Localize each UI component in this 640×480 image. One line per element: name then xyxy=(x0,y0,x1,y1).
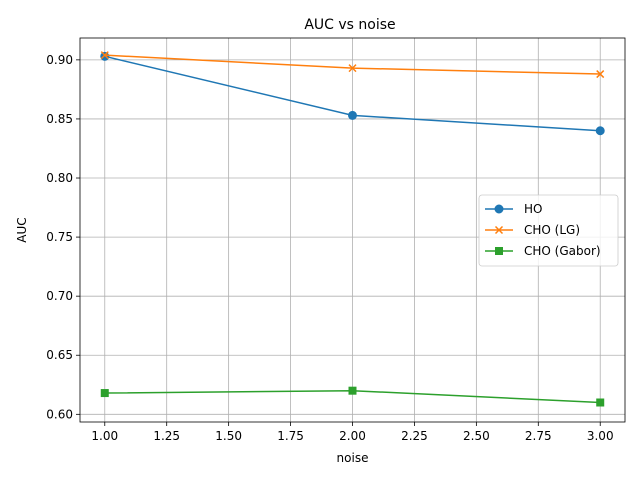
data-point-ho xyxy=(100,51,110,61)
x-tick-label: 1.50 xyxy=(215,429,242,443)
legend-marker xyxy=(494,225,504,235)
legend-marker xyxy=(494,204,504,214)
series-cho-lg xyxy=(100,51,605,79)
legend-marker xyxy=(495,247,503,255)
data-point-cho-lg xyxy=(100,51,109,60)
legend-box xyxy=(478,194,619,267)
legend-item-cho-gabor: CHO (Gabor) xyxy=(485,244,601,258)
y-tick-label: 0.65 xyxy=(46,348,73,362)
legend-label: CHO (Gabor) xyxy=(524,244,601,258)
data-point-cho-lg xyxy=(596,70,605,79)
data-point-ho xyxy=(348,110,357,120)
x-tick-label: 1.00 xyxy=(91,429,118,443)
data-point-ho xyxy=(595,126,605,136)
x-tick-label: 2.75 xyxy=(525,429,552,443)
legend-item-ho: HO xyxy=(485,202,542,216)
x-tick-label: 2.50 xyxy=(463,429,490,443)
x-tick-label: 3.00 xyxy=(587,429,614,443)
legend: HO CHO (LG) CHO (Gabor) xyxy=(478,194,619,267)
x-tick-label: 2.25 xyxy=(401,429,428,443)
series-layer xyxy=(100,51,605,407)
legend-label: CHO (LG) xyxy=(524,223,580,237)
series-ho xyxy=(100,51,605,136)
y-tick-label: 0.85 xyxy=(46,112,73,126)
x-tick-label: 2.00 xyxy=(339,429,366,443)
data-point-cho-gabor xyxy=(348,386,357,395)
legend-label: HO xyxy=(524,202,542,216)
x-tick-label: 1.25 xyxy=(153,429,180,443)
x-tick-label: 1.75 xyxy=(277,429,304,443)
chart-title: AUC vs noise xyxy=(304,17,395,33)
y-tick-label: 0.80 xyxy=(46,171,73,185)
y-tick-label: 0.70 xyxy=(46,289,73,303)
data-point-cho-gabor xyxy=(596,398,605,407)
x-axis-label: noise xyxy=(337,451,369,465)
series-cho-gabor xyxy=(100,386,605,407)
y-axis-label: AUC xyxy=(15,217,29,242)
y-tick-label: 0.75 xyxy=(46,230,73,244)
data-point-cho-gabor xyxy=(100,389,109,398)
y-tick-label: 0.60 xyxy=(46,407,73,421)
y-tick-label: 0.90 xyxy=(46,53,73,67)
axis-ticks: 1.00 1.25 1.50 1.75 2.00 2.25 2.50 2.75 3.00 0.60… xyxy=(46,53,613,443)
data-point-cho-lg xyxy=(348,64,357,73)
legend-item-cho-lg: CHO (LG) xyxy=(485,223,580,237)
